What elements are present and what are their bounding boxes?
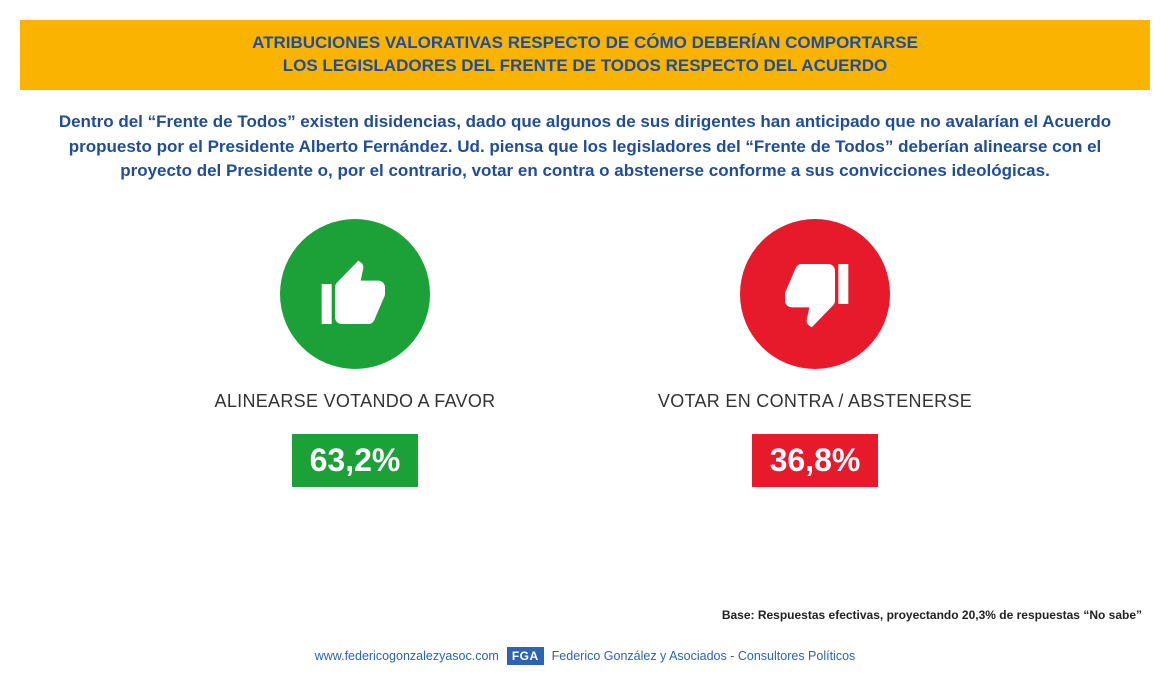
- option-favor-label: ALINEARSE VOTANDO A FAVOR: [215, 391, 496, 412]
- option-favor: ALINEARSE VOTANDO A FAVOR 63,2%: [195, 219, 515, 487]
- thumbs-down-icon: [775, 254, 855, 334]
- thumbs-up-circle: [280, 219, 430, 369]
- thumbs-up-icon: [315, 254, 395, 334]
- title-band: ATRIBUCIONES VALORATIVAS RESPECTO DE CÓM…: [20, 20, 1150, 90]
- thumbs-down-circle: [740, 219, 890, 369]
- footer: www.federicogonzalezyasoc.com FGA Federi…: [0, 647, 1170, 665]
- base-note: Base: Respuestas efectivas, proyectando …: [722, 608, 1142, 622]
- option-contra-label: VOTAR EN CONTRA / ABSTENERSE: [658, 391, 972, 412]
- option-favor-pct: 63,2%: [292, 434, 419, 487]
- survey-question: Dentro del “Frente de Todos” existen dis…: [0, 90, 1170, 194]
- title-line2: LOS LEGISLADORES DEL FRENTE DE TODOS RES…: [40, 55, 1130, 78]
- footer-org: Federico González y Asociados - Consulto…: [552, 649, 856, 663]
- footer-url: www.federicogonzalezyasoc.com: [315, 649, 499, 663]
- fga-badge: FGA: [507, 647, 544, 665]
- option-contra: VOTAR EN CONTRA / ABSTENERSE 36,8%: [655, 219, 975, 487]
- options-row: ALINEARSE VOTANDO A FAVOR 63,2% VOTAR EN…: [0, 219, 1170, 487]
- option-contra-pct: 36,8%: [752, 434, 879, 487]
- title-line1: ATRIBUCIONES VALORATIVAS RESPECTO DE CÓM…: [40, 32, 1130, 55]
